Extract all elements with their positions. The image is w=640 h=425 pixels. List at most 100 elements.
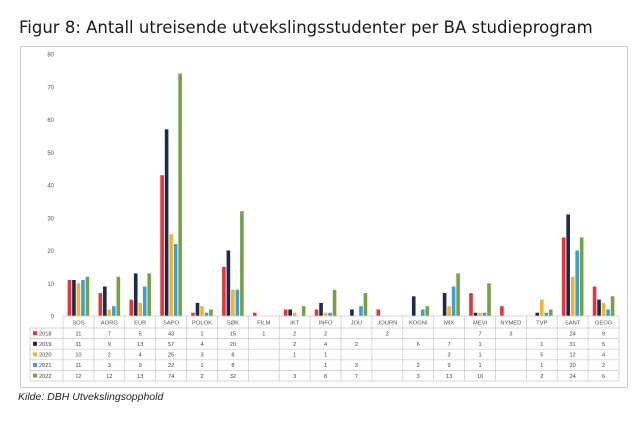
legend-label: 2018 <box>39 331 51 337</box>
bar <box>535 312 540 316</box>
data-table-value: 3 <box>108 363 111 369</box>
x-tick-label: MIX <box>444 321 454 327</box>
data-table-value: 1 <box>478 363 481 369</box>
bar <box>610 296 615 316</box>
data-table-value: 11 <box>76 331 82 337</box>
bar <box>473 312 478 316</box>
bar <box>561 237 566 316</box>
data-table-value: 2 <box>540 374 543 380</box>
data-table-value: 32 <box>230 374 236 380</box>
data-table-value: 9 <box>448 363 451 369</box>
data-table-value: 8 <box>324 374 327 380</box>
bar <box>539 299 544 316</box>
y-tick-label: 30 <box>47 216 54 222</box>
bar <box>81 279 85 316</box>
x-tick-label: TVP <box>536 321 547 327</box>
bar <box>178 73 182 317</box>
bar <box>191 312 195 316</box>
data-table-value: 20 <box>230 342 236 348</box>
x-tick-label: SØK <box>227 321 239 327</box>
bar <box>195 302 200 316</box>
data-table-value: 12 <box>106 374 112 380</box>
bar <box>283 309 288 316</box>
bar <box>487 283 491 316</box>
x-tick-label: INFO <box>319 321 333 327</box>
bar <box>411 296 416 316</box>
data-table-value: 1 <box>324 363 327 369</box>
data-table-value: 3 <box>200 353 203 359</box>
x-tick-label: NYMED <box>500 321 521 327</box>
bar <box>601 302 606 316</box>
data-table-value: 11 <box>76 342 82 348</box>
legend-label: 2021 <box>39 363 51 369</box>
data-table-value: 13 <box>137 374 143 380</box>
bar <box>209 309 213 316</box>
data-table-value: 5 <box>602 342 605 348</box>
data-table-value: 6 <box>602 374 605 380</box>
y-tick-label: 40 <box>47 184 54 190</box>
data-table-value: 13 <box>446 374 452 380</box>
data-table-value: 12 <box>75 374 81 380</box>
legend-swatch <box>33 331 37 336</box>
bar <box>570 276 575 316</box>
data-table-value: 8 <box>231 363 234 369</box>
bar <box>173 243 178 316</box>
bar <box>469 293 473 316</box>
legend-label: 2019 <box>39 342 51 348</box>
bar <box>85 276 90 316</box>
bar <box>451 286 456 316</box>
x-tick-label: GEOG <box>595 321 613 327</box>
bar <box>200 306 204 316</box>
data-table-value: 74 <box>168 374 174 380</box>
data-table-value: 5 <box>540 353 543 359</box>
data-table-value: 2 <box>293 342 296 348</box>
bar <box>222 266 226 316</box>
bar <box>164 129 169 316</box>
x-tick-label: SOS <box>72 321 84 327</box>
data-table-value: 3 <box>355 363 358 369</box>
data-table-value: 25 <box>168 353 174 359</box>
bar <box>112 306 116 316</box>
bar <box>482 312 487 316</box>
data-table-value: 2 <box>293 331 296 337</box>
data-table-value: 43 <box>168 331 174 337</box>
bar <box>138 302 143 316</box>
bar <box>76 283 81 316</box>
bar <box>292 312 297 316</box>
legend-label: 2020 <box>39 353 51 359</box>
bar <box>204 312 209 316</box>
bar <box>147 273 152 316</box>
bar <box>169 234 173 316</box>
bar <box>129 299 134 316</box>
bar <box>363 293 368 316</box>
bar <box>332 289 337 316</box>
y-tick-label: 70 <box>47 85 54 91</box>
y-tick-label: 20 <box>47 249 54 255</box>
figure-title: Figur 8: Antall utreisende utvekslingsst… <box>19 18 593 37</box>
x-tick-label: EUR <box>134 321 146 327</box>
x-tick-label: JOU <box>351 321 363 327</box>
data-table-value: 1 <box>478 353 481 359</box>
bar-chart: 0 10 20 30 40 50 60 70 80 SOS AORG EUR SAPO POLOK SØK F… <box>29 53 620 382</box>
bar <box>240 211 244 316</box>
bar <box>323 312 328 316</box>
data-table-value: 2 <box>417 363 420 369</box>
data-table-value: 2 <box>602 363 605 369</box>
bar <box>350 309 354 316</box>
bar <box>314 309 319 316</box>
data-table-value: 3 <box>417 374 420 380</box>
data-table-value: 1 <box>262 331 265 337</box>
data-table-value: 9 <box>602 331 605 337</box>
data-table-value: 22 <box>168 363 174 369</box>
x-tick-label: POLOK <box>192 321 212 327</box>
data-table-value: 1 <box>293 353 296 359</box>
y-tick-label: 60 <box>47 118 54 124</box>
bar <box>116 276 121 316</box>
data-table-value: 24 <box>570 331 576 337</box>
data-table-value: 3 <box>448 353 451 359</box>
data-table-value: 7 <box>355 374 358 380</box>
data-table-value: 6 <box>417 342 420 348</box>
data-table-value: 2 <box>108 353 111 359</box>
data-table-value: 10 <box>75 353 81 359</box>
data-table-value: 1 <box>200 331 203 337</box>
